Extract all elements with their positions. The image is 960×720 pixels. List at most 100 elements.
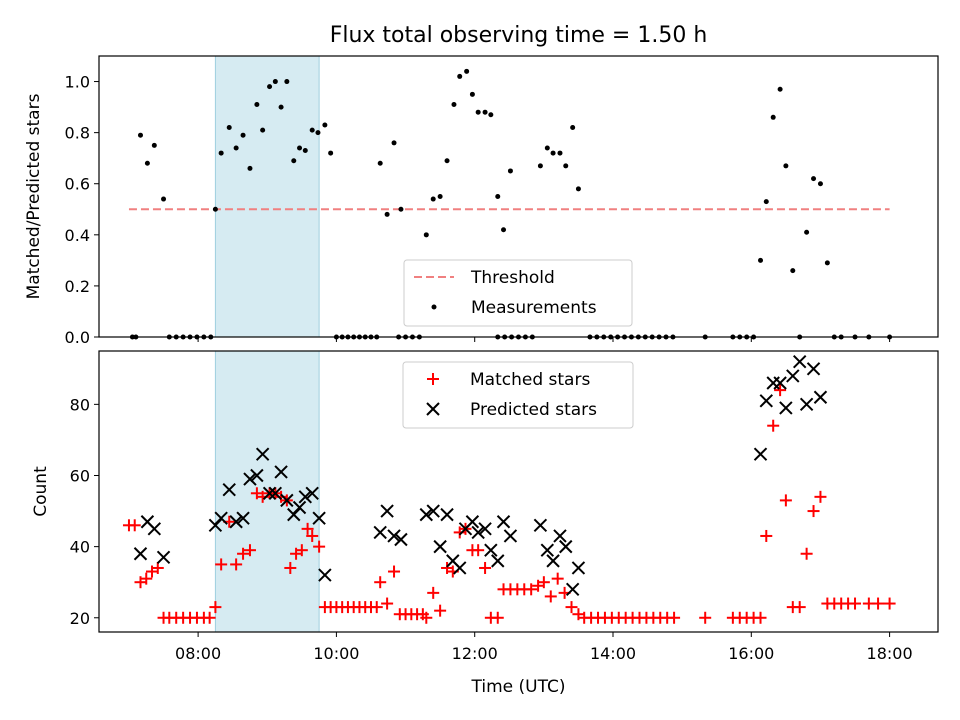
observing-window-span: [214, 55, 320, 338]
measurement-point: [144, 160, 150, 166]
predicted-legend-label: Predicted stars: [470, 400, 597, 420]
predicted-star-point: [214, 511, 228, 525]
measurement-point: [495, 194, 501, 199]
ratio-y-tick-label: 0.6: [65, 175, 90, 194]
ratio-y-tick-label: 0.4: [65, 226, 90, 245]
matched-star-point: [525, 583, 538, 596]
measurement-point: [137, 132, 143, 138]
measurement-point: [575, 186, 581, 192]
matched-legend-label: Matched stars: [470, 370, 590, 390]
matched-star-point: [849, 597, 862, 610]
matched-star-point: [551, 572, 564, 585]
measurement-point: [161, 196, 167, 202]
predicted-star-point: [312, 511, 326, 525]
predicted-star-point: [533, 518, 548, 532]
measurement-point: [507, 168, 513, 174]
measurement-point: [267, 84, 273, 90]
measurement-point: [247, 165, 253, 171]
predicted-star-point: [792, 354, 807, 369]
measurement-point: [758, 257, 764, 263]
predicted-star-point: [813, 390, 828, 404]
measurement-point: [297, 145, 303, 151]
ratio-y-tick-label: 0.8: [65, 124, 90, 143]
measurements-legend-label: Measurements: [471, 298, 597, 318]
predicted-star-point: [305, 486, 319, 500]
matched-star-point: [230, 558, 243, 571]
matched-star-point: [243, 544, 256, 557]
measurement-point: [763, 199, 769, 205]
matched-star-point: [388, 565, 401, 578]
predicted-star-point: [318, 568, 332, 582]
matched-star-point: [284, 561, 297, 574]
predicted-star-point: [274, 465, 288, 479]
matched-star-point: [767, 419, 780, 432]
measurement-point: [284, 79, 290, 85]
matched-star-point: [374, 576, 387, 589]
matched-star-point: [760, 529, 773, 542]
count-y-tick-label: 60: [70, 466, 90, 485]
measurement-point: [563, 163, 569, 169]
predicted-star-point: [491, 554, 505, 568]
predicted-star-point: [387, 529, 401, 543]
measurement-point: [482, 109, 488, 115]
matched-star-point: [434, 604, 447, 617]
predicted-star-point: [243, 472, 257, 486]
measurement-point: [254, 102, 260, 108]
x-axis-label: Time (UTC): [471, 677, 566, 697]
measurement-point: [302, 148, 308, 154]
predicted-star-point: [440, 507, 454, 522]
ratio-axes-frame: [98, 55, 939, 338]
measurement-point: [783, 163, 789, 169]
matched-star-point: [151, 561, 164, 574]
matched-star-point: [427, 586, 440, 599]
predicted-star-point: [268, 486, 283, 500]
predicted-star-point: [478, 522, 492, 536]
predicted-star-point: [565, 582, 580, 597]
matched-star-point: [306, 529, 319, 542]
count-y-label: Count: [31, 466, 51, 517]
measurement-point: [550, 150, 556, 156]
predicted-star-point: [394, 532, 408, 547]
predicted-star-point: [229, 515, 243, 529]
threshold-legend-label: Threshold: [470, 268, 555, 288]
measurement-point: [278, 104, 284, 110]
matched-star-point: [209, 601, 222, 614]
measurement-point: [777, 86, 783, 92]
predicted-star-point: [753, 447, 768, 461]
matched-star-point: [793, 601, 806, 614]
matched-star-point: [381, 597, 394, 610]
predicted-star-point: [571, 561, 586, 575]
measurement-point: [804, 229, 810, 235]
count-x-tick-label: 16:00: [728, 644, 774, 663]
predicted-star-point: [373, 525, 387, 540]
matched-star-point: [313, 540, 326, 553]
measurement-point: [430, 196, 436, 202]
predicted-star-point: [540, 543, 555, 557]
measurement-point: [260, 127, 266, 133]
predicted-star-point: [546, 554, 560, 568]
measurement-point: [770, 114, 776, 120]
predicted-star-point: [222, 483, 236, 497]
predicted-star-point: [433, 539, 447, 554]
predicted-star-point: [133, 547, 148, 561]
predicted-legend-marker: [426, 402, 440, 416]
count-axes-frame: [98, 350, 939, 633]
ratio-y-label: Matched/Predicted stars: [24, 93, 44, 299]
predicted-star-point: [773, 376, 787, 390]
count-legend: Matched stars Predicted stars: [402, 361, 634, 429]
predicted-star-point: [553, 529, 567, 543]
predicted-star-point: [786, 369, 800, 383]
measurement-point: [377, 160, 383, 166]
predicted-star-point: [759, 394, 773, 408]
measurement-point: [315, 130, 321, 136]
measurements-legend-marker: [431, 304, 437, 310]
measurement-point: [469, 91, 475, 97]
chart-title: Flux total observing time = 1.50 h: [330, 23, 708, 48]
measurement-point: [457, 73, 463, 79]
measurement-point: [398, 206, 404, 212]
predicted-star-point: [503, 529, 518, 543]
measurement-point: [537, 163, 543, 169]
predicted-star-point: [559, 539, 573, 554]
predicted-star-point: [465, 515, 480, 529]
